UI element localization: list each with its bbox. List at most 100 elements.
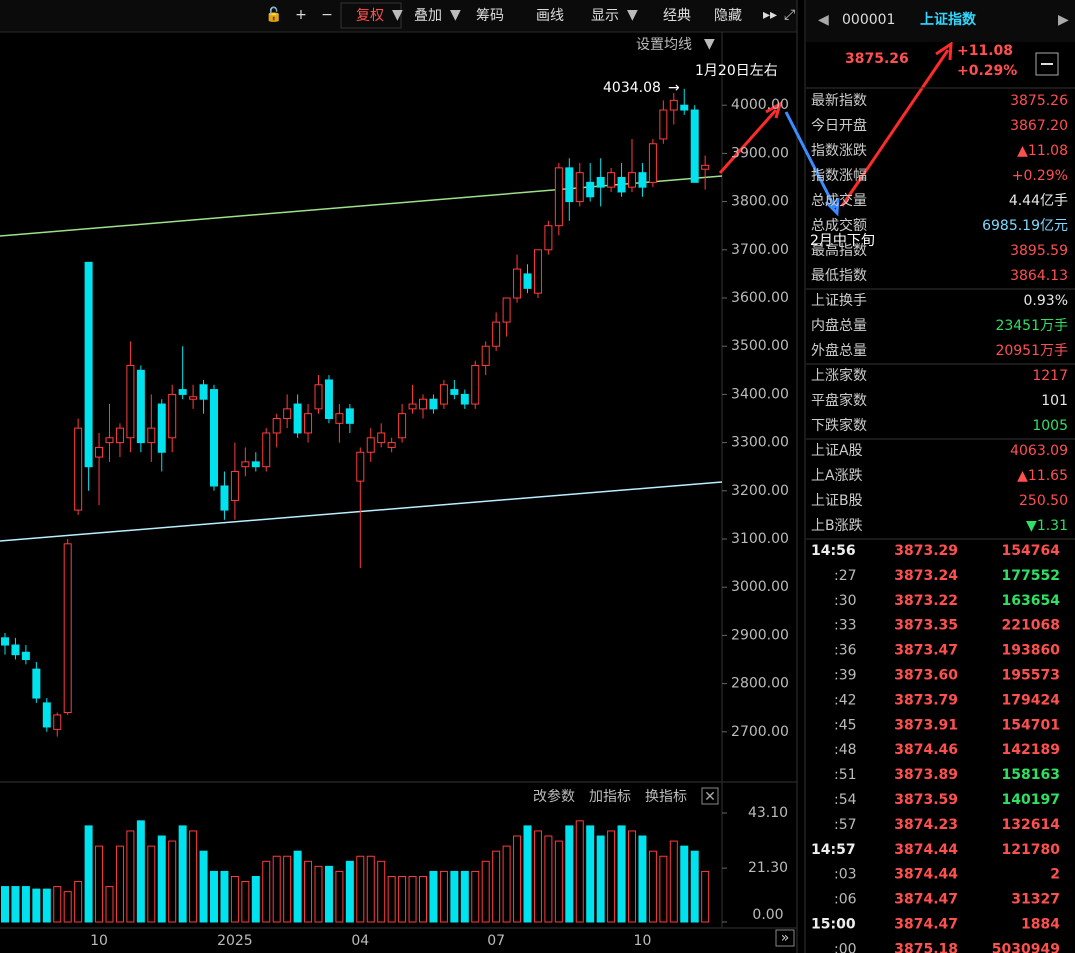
price: 3875.26 [845, 51, 909, 67]
volume-bar [481, 860, 490, 923]
close-box[interactable] [701, 787, 719, 805]
y-tick-label: 3700.00 [731, 242, 789, 258]
y-tick-label: 3200.00 [731, 483, 789, 499]
candle-body [356, 451, 365, 482]
toolbar-button[interactable]: 显示 [591, 8, 619, 24]
volume-bar [157, 835, 166, 923]
dropdown-icon[interactable]: ▼ [704, 36, 715, 52]
toolbar-button[interactable]: 复权 [356, 7, 384, 24]
candle-body [648, 143, 657, 183]
tick-volume: 31327 [1011, 892, 1060, 908]
tick-time: :57 [834, 817, 857, 833]
collapse-btn[interactable] [1035, 52, 1059, 76]
toolbar-button[interactable]: 叠加 [414, 8, 442, 24]
y-tick-label: 4000.00 [731, 97, 789, 113]
volume-bar [105, 886, 114, 923]
candle-body [335, 413, 344, 424]
candle-body [366, 437, 375, 453]
tick-time: :36 [834, 643, 857, 659]
toolbar-button[interactable]: 画线 [536, 8, 564, 24]
volume-bar [95, 845, 104, 923]
volume-bar [230, 875, 239, 923]
fq-box [340, 2, 402, 29]
expand-icon[interactable]: ⤢ [784, 7, 795, 23]
volume-bar [84, 825, 93, 923]
volume-bar [701, 870, 710, 923]
volume-bar [283, 855, 292, 923]
candle-body [1, 637, 9, 646]
dropdown-icon[interactable]: ▼ [627, 7, 638, 23]
candle-body [659, 109, 668, 140]
candle-body [554, 167, 563, 227]
candle-body [450, 389, 459, 395]
stat-value: ▲11.08 [1017, 143, 1068, 159]
tick-time: :30 [834, 593, 857, 609]
volume-bar [429, 870, 438, 923]
stat-value: 3864.13 [1010, 268, 1068, 284]
index-name: 上证指数 [920, 11, 977, 28]
tick-price: 3873.79 [894, 692, 958, 708]
prev-btn[interactable]: ◀ [818, 12, 829, 28]
stat-value: ▼1.31 [1026, 518, 1068, 534]
indicator-button[interactable]: 改参数 [533, 788, 575, 805]
tick-volume: 195573 [1002, 668, 1060, 684]
candle-body [95, 446, 104, 458]
stat-value: 1005 [1032, 418, 1068, 434]
scroll-btn[interactable] [775, 929, 795, 947]
next-btn[interactable]: ▶ [1058, 12, 1069, 28]
volume-bar [533, 830, 542, 923]
stat-value: ▲11.65 [1017, 468, 1068, 484]
arrow-head [824, 197, 840, 217]
y-tick-label: 2900.00 [731, 627, 789, 643]
scroll-icon[interactable]: » [781, 930, 790, 946]
candle-body [21, 651, 30, 661]
dropdown-icon[interactable]: ▼ [450, 7, 461, 23]
candle-body [701, 164, 710, 170]
annotation: 1月20日左右 [695, 63, 778, 79]
volume-bar [690, 850, 699, 923]
volume-bar [262, 860, 271, 923]
tick-time: :42 [834, 692, 857, 708]
zoom-out[interactable]: − [321, 7, 333, 23]
candle-body [471, 364, 480, 405]
volume-bar [42, 888, 51, 923]
tick-time: :03 [834, 867, 857, 883]
tick-price: 3874.23 [894, 817, 958, 833]
lock-icon[interactable]: 🔓 [265, 6, 282, 23]
zoom-in[interactable]: + [295, 7, 307, 23]
tick-price: 3874.44 [894, 867, 958, 883]
candle-body [544, 225, 553, 251]
dropdown-icon[interactable]: ▼ [392, 7, 403, 23]
tick-price: 3874.47 [894, 892, 958, 908]
y-tick-label: 3900.00 [731, 145, 789, 161]
stat-value: 4063.09 [1010, 443, 1068, 459]
arrow [718, 109, 778, 174]
tick-volume: 5030949 [992, 941, 1060, 953]
y-tick-label: 3500.00 [731, 338, 789, 354]
candle-body [398, 413, 407, 439]
close-icon[interactable]: ✕ [704, 789, 716, 805]
toolbar-button[interactable]: 筹码 [476, 7, 504, 24]
change-pct: +0.29% [957, 63, 1017, 79]
x-tick-label: 07 [487, 933, 505, 949]
toolbar-button[interactable]: 隐藏 [714, 8, 742, 24]
tick-price: 3873.24 [894, 568, 958, 584]
stat-label: 最新指数 [811, 93, 867, 109]
toolbar-button[interactable]: 经典 [663, 8, 691, 24]
stat-value: 3875.26 [1010, 93, 1068, 109]
ma-setting[interactable]: 设置均线 [636, 37, 692, 53]
stat-label: 上涨家数 [811, 367, 867, 384]
volume-bar [377, 860, 386, 923]
indicator-button[interactable]: 换指标 [645, 788, 687, 805]
candle-body [513, 268, 522, 299]
indicator-button[interactable]: 加指标 [589, 789, 631, 805]
tick-time: :06 [834, 892, 857, 908]
tick-time: :45 [834, 717, 857, 733]
more-icon[interactable]: ▸▸ [763, 7, 777, 23]
volume-bar [523, 825, 532, 923]
candle-body [408, 403, 417, 410]
toolbar [0, 0, 797, 32]
stat-label: 平盘家数 [811, 392, 867, 409]
